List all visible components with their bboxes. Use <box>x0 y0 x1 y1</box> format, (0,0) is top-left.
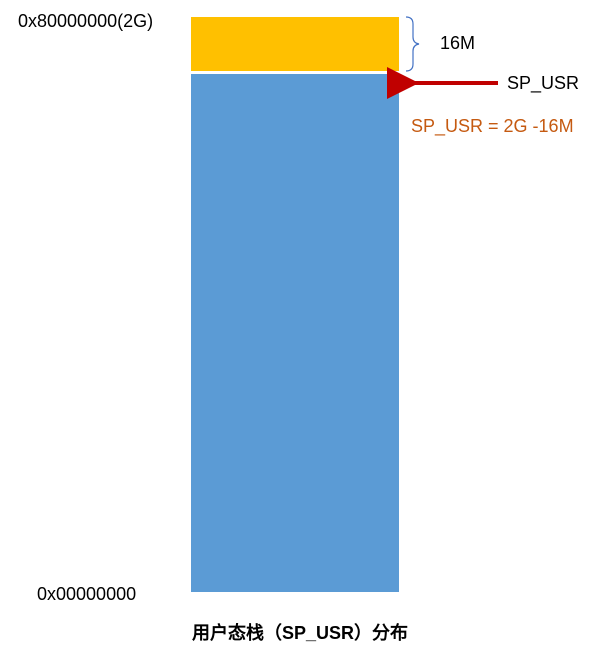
size-brace <box>405 16 420 72</box>
stack-region <box>191 74 399 592</box>
top-address: 0x80000000(2G) <box>18 11 153 31</box>
formula: SP_USR = 2G -16M <box>411 116 574 137</box>
bottom-address: 0x00000000 <box>37 584 136 604</box>
reserved-region <box>191 17 399 71</box>
reserved-size: 16M <box>440 33 475 53</box>
pointer-label: SP_USR <box>507 73 579 94</box>
caption: 用户态栈（SP_USR）分布 <box>192 622 408 643</box>
